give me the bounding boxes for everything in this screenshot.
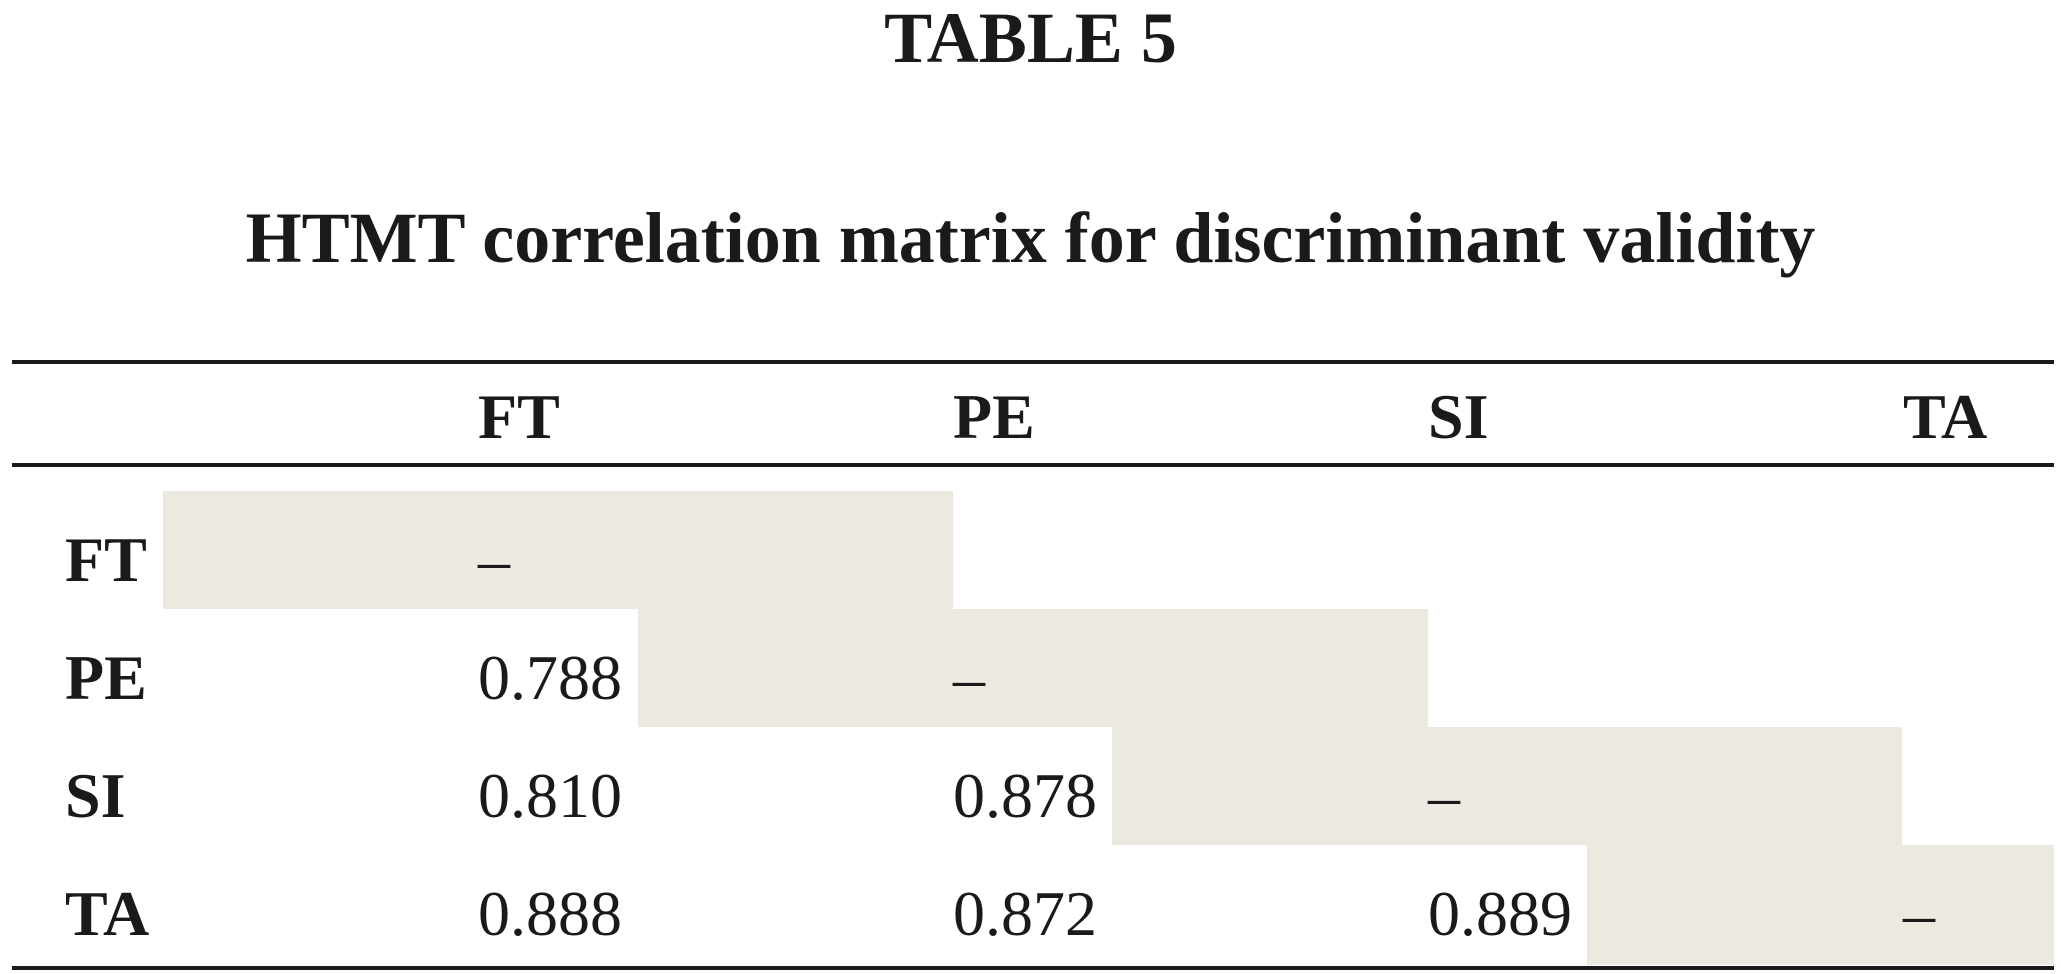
cell-ta-si: 0.889 xyxy=(1428,878,1572,949)
cell-si-pe: 0.878 xyxy=(953,760,1097,831)
table-number: TABLE 5 xyxy=(884,0,1177,78)
column-header-si: SI xyxy=(1428,381,1489,452)
header-rule xyxy=(12,463,2054,467)
row-label-ta: TA xyxy=(65,878,150,949)
cell-ta-pe: 0.872 xyxy=(953,878,1097,949)
row-label-si: SI xyxy=(65,760,126,831)
column-header-ta: TA xyxy=(1903,381,1988,452)
cell-si-ft: 0.810 xyxy=(478,760,622,831)
row-label-ft: FT xyxy=(65,524,147,595)
cell-ta-ft: 0.888 xyxy=(478,878,622,949)
column-header-ft: FT xyxy=(478,381,560,452)
cell-si-si: – xyxy=(1428,760,1460,831)
diagonal-shade-3 xyxy=(1112,727,1902,845)
cell-ft-ft: – xyxy=(478,524,510,595)
row-label-pe: PE xyxy=(65,642,147,713)
cell-pe-ft: 0.788 xyxy=(478,642,622,713)
diagonal-shade-4 xyxy=(1587,845,2054,965)
table-caption: HTMT correlation matrix for discriminant… xyxy=(245,198,1816,278)
bottom-rule xyxy=(12,966,2054,970)
column-header-pe: PE xyxy=(953,381,1035,452)
diagonal-shade-1 xyxy=(163,491,953,609)
top-rule xyxy=(12,360,2054,364)
diagonal-shade-2 xyxy=(638,609,1428,727)
cell-ta-ta: – xyxy=(1903,878,1935,949)
cell-pe-pe: – xyxy=(953,642,985,713)
